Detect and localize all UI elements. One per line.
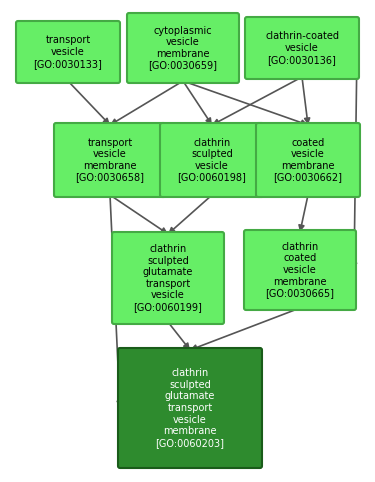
FancyBboxPatch shape (118, 348, 262, 468)
FancyBboxPatch shape (256, 123, 360, 197)
FancyBboxPatch shape (112, 232, 224, 324)
Text: cytoplasmic
vesicle
membrane
[GO:0030659]: cytoplasmic vesicle membrane [GO:0030659… (148, 26, 217, 70)
Text: transport
vesicle
membrane
[GO:0030658]: transport vesicle membrane [GO:0030658] (75, 137, 144, 182)
FancyBboxPatch shape (54, 123, 166, 197)
FancyBboxPatch shape (245, 17, 359, 79)
Text: clathrin-coated
vesicle
[GO:0030136]: clathrin-coated vesicle [GO:0030136] (265, 31, 339, 65)
Text: clathrin
sculpted
glutamate
transport
vesicle
[GO:0060199]: clathrin sculpted glutamate transport ve… (134, 244, 202, 312)
Text: clathrin
sculpted
vesicle
[GO:0060198]: clathrin sculpted vesicle [GO:0060198] (178, 137, 246, 182)
Text: clathrin
coated
vesicle
membrane
[GO:0030665]: clathrin coated vesicle membrane [GO:003… (266, 242, 334, 298)
FancyBboxPatch shape (244, 230, 356, 310)
Text: transport
vesicle
[GO:0030133]: transport vesicle [GO:0030133] (34, 35, 102, 68)
Text: coated
vesicle
membrane
[GO:0030662]: coated vesicle membrane [GO:0030662] (273, 137, 342, 182)
FancyBboxPatch shape (160, 123, 264, 197)
Text: clathrin
sculpted
glutamate
transport
vesicle
membrane
[GO:0060203]: clathrin sculpted glutamate transport ve… (156, 368, 225, 448)
FancyBboxPatch shape (127, 13, 239, 83)
FancyBboxPatch shape (16, 21, 120, 83)
